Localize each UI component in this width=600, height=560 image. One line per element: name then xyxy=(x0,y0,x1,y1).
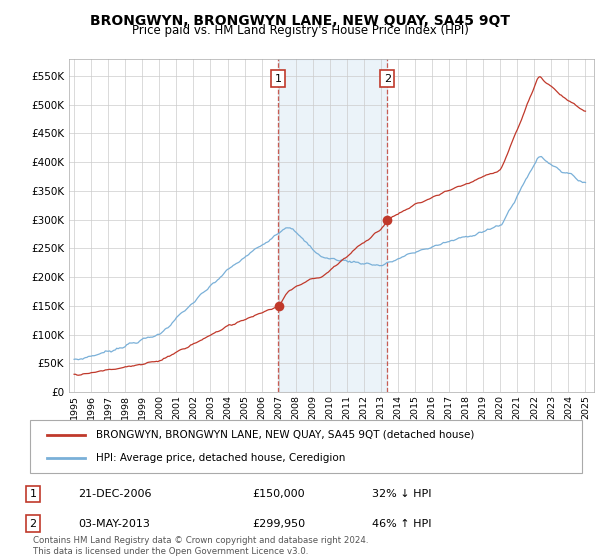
Text: 21-DEC-2006: 21-DEC-2006 xyxy=(78,489,151,499)
Text: 1: 1 xyxy=(275,74,281,84)
Text: 03-MAY-2013: 03-MAY-2013 xyxy=(78,519,150,529)
Text: £299,950: £299,950 xyxy=(252,519,305,529)
Text: BRONGWYN, BRONGWYN LANE, NEW QUAY, SA45 9QT: BRONGWYN, BRONGWYN LANE, NEW QUAY, SA45 … xyxy=(90,14,510,28)
Bar xyxy=(278,59,387,392)
Text: Price paid vs. HM Land Registry's House Price Index (HPI): Price paid vs. HM Land Registry's House … xyxy=(131,24,469,37)
Text: 32% ↓ HPI: 32% ↓ HPI xyxy=(372,489,431,499)
Text: 2: 2 xyxy=(29,519,37,529)
Text: HPI: Average price, detached house, Ceredigion: HPI: Average price, detached house, Cere… xyxy=(96,453,346,463)
Text: 1: 1 xyxy=(29,489,37,499)
Text: 46% ↑ HPI: 46% ↑ HPI xyxy=(372,519,431,529)
FancyBboxPatch shape xyxy=(30,420,582,473)
Text: Contains HM Land Registry data © Crown copyright and database right 2024.
This d: Contains HM Land Registry data © Crown c… xyxy=(33,536,368,556)
Text: 2: 2 xyxy=(383,74,391,84)
Text: £150,000: £150,000 xyxy=(252,489,305,499)
Text: BRONGWYN, BRONGWYN LANE, NEW QUAY, SA45 9QT (detached house): BRONGWYN, BRONGWYN LANE, NEW QUAY, SA45 … xyxy=(96,430,475,440)
